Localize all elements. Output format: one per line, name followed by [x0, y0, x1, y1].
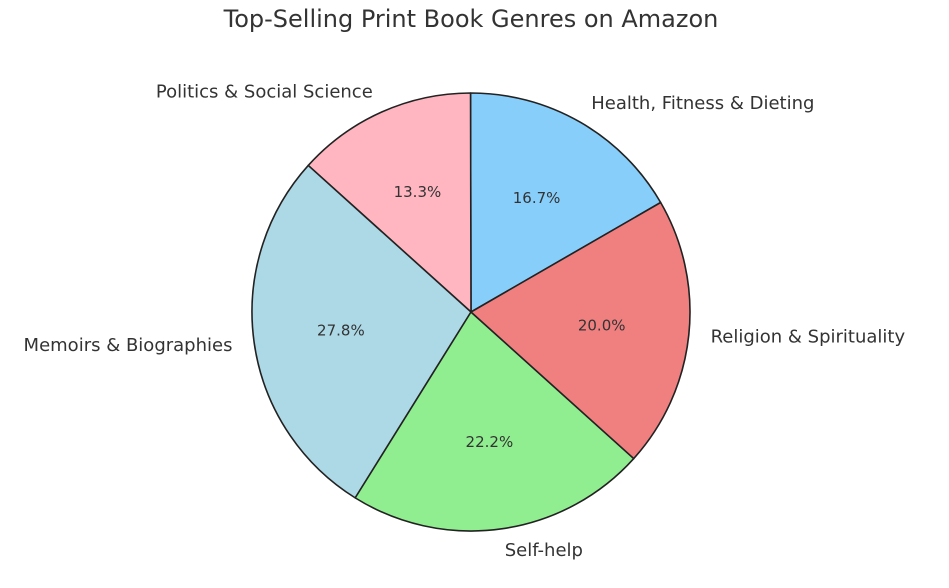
pct-label-self-help: 22.2%: [466, 433, 514, 451]
pct-label-memoirs-and-biographies: 27.8%: [317, 321, 365, 339]
pie-slice-memoirs-and-biographies: [251, 164, 472, 499]
category-label-self-help: Self-help: [505, 540, 583, 561]
category-label-politics-and-social-science: Politics & Social Science: [156, 82, 373, 103]
pct-label-health-fitness-and-dieting: 16.7%: [513, 189, 561, 207]
category-label-memoirs-and-biographies: Memoirs & Biographies: [24, 335, 233, 356]
pct-label-politics-and-social-science: 13.3%: [394, 183, 442, 201]
pie-slice-self-help: [354, 311, 635, 532]
category-label-health-fitness-and-dieting: Health, Fitness & Dieting: [591, 93, 814, 114]
pie-slice-politics-and-social-science: [307, 92, 472, 313]
pct-label-religion-and-spirituality: 20.0%: [578, 317, 626, 335]
pie-slice-religion-and-spirituality: [470, 201, 691, 460]
chart-title: Top-Selling Print Book Genres on Amazon: [223, 5, 719, 33]
percentage-labels: 16.7% 13.3% 27.8% 22.2% 20.0%: [317, 183, 625, 451]
pie-slice-health-fitness-and-dieting: [469, 92, 662, 313]
category-label-religion-and-spirituality: Religion & Spirituality: [711, 327, 906, 348]
category-labels: Health, Fitness & Dieting Politics & Soci…: [24, 82, 906, 562]
pie-slices: [251, 92, 691, 532]
